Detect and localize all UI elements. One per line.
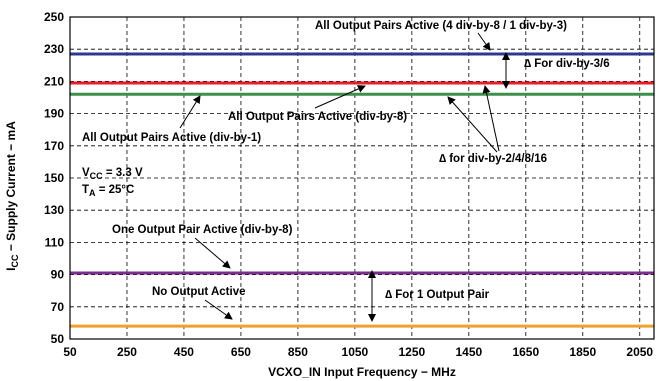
vcc-condition: VCC = 3.3 V bbox=[82, 167, 143, 181]
pointer-arrow-one-pair-label bbox=[194, 237, 231, 269]
tick-labels: 50 250 450 650 850 1050 1250 1450 1650 1850 2050 50… bbox=[44, 10, 653, 359]
y-tick-label: 230 bbox=[44, 42, 64, 56]
x-tick-label: 1250 bbox=[399, 345, 426, 359]
y-tick-label: 170 bbox=[44, 139, 64, 153]
y-tick-label: 50 bbox=[51, 332, 65, 346]
y-tick-label: 190 bbox=[44, 107, 64, 121]
y-tick-label: 150 bbox=[44, 171, 64, 185]
label-all-pairs-div1: All Output Pairs Active (div-by-1) bbox=[82, 132, 261, 144]
y-tick-label: 250 bbox=[44, 10, 64, 24]
y-axis-title: ICC − Supply Current − mA bbox=[4, 121, 20, 271]
pointer-arrow-div1-label bbox=[179, 95, 201, 129]
label-no-output: No Output Active bbox=[152, 286, 246, 298]
y-tick-label: 90 bbox=[51, 268, 65, 282]
x-tick-label: 450 bbox=[174, 345, 194, 359]
pointer-arrow-delta-div2-b bbox=[482, 85, 500, 152]
x-tick-label: 1450 bbox=[455, 345, 482, 359]
x-axis-title: VCXO_IN Input Frequency − MHz bbox=[268, 365, 456, 379]
x-tick-label: 1050 bbox=[342, 345, 369, 359]
label-all-pairs-div8: All Output Pairs Active (div-by-8) bbox=[228, 111, 407, 123]
delta-div3-6-label: ∆ For div-by-3/6 bbox=[524, 58, 610, 70]
y-tick-label: 70 bbox=[51, 300, 65, 314]
pointer-arrow-top-label bbox=[477, 32, 491, 51]
plot-frame bbox=[69, 16, 655, 340]
pointer-arrow-no-output-label bbox=[204, 299, 233, 320]
delta-one-pair-label: ∆ For 1 Output Pair bbox=[385, 289, 490, 301]
delta-div2-4-8-16-label: ∆ for div-by-2/4/8/16 bbox=[439, 153, 547, 165]
x-tick-label: 650 bbox=[231, 345, 251, 359]
label-all-pairs-4div8-1div3: All Output Pairs Active (4 div-by-8 / 1 … bbox=[315, 20, 567, 32]
x-tick-label: 2050 bbox=[626, 345, 653, 359]
ta-condition: TA = 25°C bbox=[82, 184, 134, 198]
pointer-arrow-delta-div2-a bbox=[447, 96, 498, 153]
x-tick-label: 50 bbox=[63, 345, 77, 359]
x-tick-label: 250 bbox=[117, 345, 137, 359]
x-tick-label: 1650 bbox=[512, 345, 539, 359]
pointer-arrow-div8-label bbox=[314, 85, 366, 109]
series-layer bbox=[70, 52, 654, 328]
grid bbox=[70, 17, 654, 339]
y-tick-label: 130 bbox=[44, 203, 64, 217]
x-tick-label: 1850 bbox=[569, 345, 596, 359]
y-tick-label: 210 bbox=[44, 74, 64, 88]
y-tick-label: 110 bbox=[45, 235, 65, 249]
x-tick-label: 850 bbox=[288, 345, 308, 359]
label-one-pair-div8: One Output Pair Active (div-by-8) bbox=[112, 224, 293, 236]
